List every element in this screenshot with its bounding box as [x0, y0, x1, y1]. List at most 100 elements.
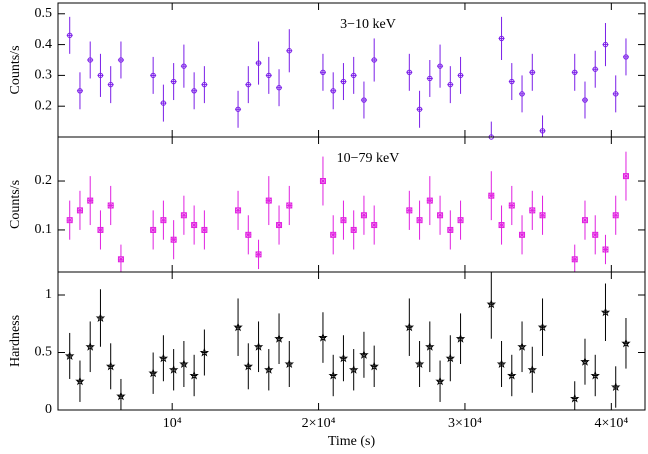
- data-point: [245, 215, 252, 255]
- marker: [67, 32, 73, 39]
- data-point: [426, 176, 433, 226]
- data-point: [581, 81, 588, 119]
- marker-cross: [330, 232, 336, 238]
- data-point: [284, 341, 295, 387]
- marker-cross: [416, 217, 423, 223]
- marker: [328, 370, 338, 380]
- marker-cross: [160, 217, 167, 223]
- y-tick-label: 0.3: [35, 68, 53, 83]
- marker-cross: [320, 178, 326, 184]
- data-point: [621, 318, 631, 369]
- marker: [189, 370, 199, 380]
- marker-cross: [457, 217, 464, 223]
- data-point: [85, 321, 95, 373]
- data-point: [437, 195, 444, 235]
- marker-cross: [66, 217, 73, 223]
- data-point: [590, 354, 600, 397]
- marker: [569, 393, 580, 403]
- data-point: [328, 354, 338, 397]
- marker: [371, 57, 377, 63]
- data-point: [274, 313, 284, 364]
- marker: [371, 222, 378, 229]
- data-point: [107, 185, 114, 226]
- y-tick-label: 0.1: [35, 222, 53, 237]
- marker: [447, 226, 454, 233]
- marker-cross: [361, 212, 367, 219]
- marker: [457, 217, 464, 224]
- marker: [201, 226, 208, 233]
- marker-cross: [582, 217, 588, 223]
- data-point: [75, 360, 85, 402]
- marker: [286, 48, 292, 54]
- data-point: [191, 205, 198, 245]
- data-point: [425, 321, 435, 373]
- data-point: [180, 195, 187, 235]
- data-point: [406, 53, 413, 91]
- data-point: [245, 66, 252, 104]
- data-point: [105, 343, 116, 390]
- marker: [406, 69, 413, 76]
- marker-cross: [529, 207, 536, 214]
- marker: [613, 91, 619, 97]
- data-point: [498, 16, 505, 60]
- marker-cross: [488, 192, 495, 199]
- data-point: [592, 50, 599, 88]
- marker-cross: [201, 227, 208, 233]
- marker: [191, 88, 197, 94]
- data-point: [150, 210, 157, 250]
- data-point: [416, 200, 423, 240]
- data-point: [255, 41, 262, 85]
- data-point: [602, 234, 609, 265]
- marker: [426, 197, 433, 204]
- marker: [437, 212, 444, 219]
- marker: [529, 69, 535, 76]
- data-point: [529, 190, 536, 230]
- marker: [582, 97, 588, 103]
- marker: [571, 256, 578, 263]
- marker: [602, 246, 609, 253]
- data-point: [612, 75, 619, 113]
- marker: [265, 197, 272, 204]
- marker: [255, 60, 262, 66]
- data-point: [253, 321, 264, 373]
- data-point: [437, 44, 444, 88]
- data-point: [360, 81, 367, 119]
- data-point: [286, 29, 293, 73]
- x-axis-label: Time (s): [328, 434, 376, 449]
- data-point: [457, 200, 464, 240]
- marker-cross: [592, 232, 599, 238]
- marker: [488, 192, 495, 199]
- data-point: [360, 195, 367, 235]
- marker: [201, 81, 208, 88]
- marker: [539, 128, 546, 134]
- data-point: [519, 215, 526, 255]
- data-point: [359, 331, 369, 378]
- marker: [435, 376, 445, 386]
- marker: [340, 217, 347, 224]
- marker-cross: [266, 197, 272, 204]
- data-point: [371, 205, 378, 245]
- marker: [97, 226, 104, 233]
- marker: [529, 207, 536, 214]
- marker-cross: [235, 207, 241, 214]
- marker: [610, 382, 621, 392]
- data-point: [426, 59, 433, 97]
- marker: [319, 178, 326, 185]
- marker: [572, 69, 578, 76]
- data-point: [180, 44, 187, 88]
- y-tick-label: 0: [45, 402, 52, 417]
- data-point: [255, 239, 262, 270]
- marker: [509, 78, 515, 85]
- marker: [350, 226, 357, 233]
- marker: [348, 364, 359, 374]
- marker-cross: [118, 256, 124, 263]
- data-point: [498, 205, 505, 245]
- data-point: [76, 72, 83, 110]
- marker: [199, 347, 210, 357]
- marker: [447, 81, 454, 88]
- data-point: [95, 289, 106, 347]
- annotation: 10−79 keV: [337, 151, 400, 166]
- marker-cross: [181, 212, 187, 219]
- data-point: [243, 343, 254, 390]
